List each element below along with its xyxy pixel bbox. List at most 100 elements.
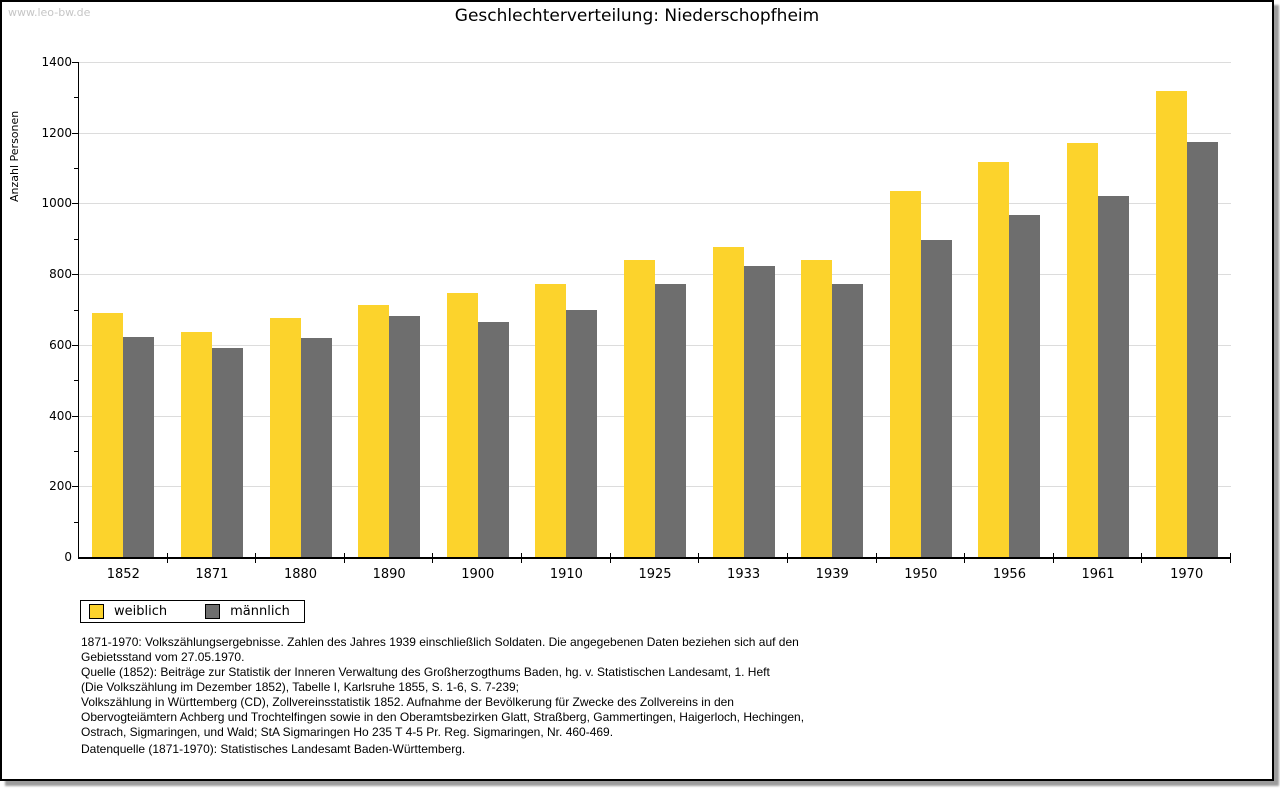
footnote-line-1: 1871-1970: Volkszählungsergebnisse. Zahl…: [81, 635, 799, 649]
footnote-line-4: (Die Volkszählung im Dezember 1852), Tab…: [81, 680, 520, 694]
legend-item-weiblich: weiblich: [89, 604, 167, 619]
bar-weiblich-1852: [92, 313, 124, 557]
x-boundary-tick-7: [698, 553, 700, 563]
x-tick-label-1871: 1871: [195, 567, 229, 582]
x-boundary-tick-1: [166, 553, 168, 563]
bar-group-1925: 1925: [611, 62, 700, 582]
bar-männlich-1939: [832, 284, 864, 557]
bar-pair-1925: [623, 259, 686, 557]
x-tick-label-1925: 1925: [638, 567, 672, 582]
x-tick-label-1956: 1956: [992, 567, 1026, 582]
legend-label-männlich: männlich: [230, 604, 290, 619]
y-axis-tick-labels: 0 200 400 600 800 1000 1200 1400: [2, 55, 72, 564]
footnote-line-2: Gebietsstand vom 27.05.1970.: [81, 650, 245, 664]
y-tick-label-0: 0: [64, 550, 72, 564]
y-minor-tick-500: [74, 380, 78, 382]
legend-swatch-männlich: [205, 604, 221, 619]
bar-weiblich-1950: [889, 191, 921, 557]
datasource-note: Datenquelle (1871-1970): Statistisches L…: [81, 742, 466, 756]
x-boundary-tick-3: [343, 553, 345, 563]
y-minor-tick-300: [74, 450, 78, 452]
y-tick-label-1000: 1000: [41, 196, 72, 211]
gridline-1000: [79, 203, 1231, 205]
x-tick-label-1900: 1900: [461, 567, 495, 582]
bar-weiblich-1910: [535, 284, 567, 557]
plot-area: 1852 1871 1880 1890 1900 1910 1925 1933 1939 1950…: [72, 62, 1231, 582]
bar-pair-1890: [358, 304, 421, 557]
y-major-tick-1400: [72, 62, 78, 63]
y-minor-tick-900: [74, 238, 78, 240]
x-boundary-tick-4: [432, 553, 434, 563]
y-minor-tick-1100: [74, 168, 78, 170]
bar-group-1852: 1852: [79, 62, 168, 582]
bar-pair-1939: [801, 259, 864, 557]
bar-männlich-1950: [920, 239, 952, 557]
bar-weiblich-1939: [801, 259, 833, 557]
bar-group-1956: 1956: [965, 62, 1054, 582]
watermark: www.leo-bw.de: [8, 6, 91, 19]
bar-männlich-1961: [1098, 196, 1130, 557]
x-tick-label-1890: 1890: [372, 567, 406, 582]
bar-group-1970: 1970: [1142, 62, 1231, 582]
bar-männlich-1933: [743, 266, 775, 557]
x-boundary-tick-5: [521, 553, 523, 563]
gridline-800: [79, 274, 1231, 276]
x-tick-label-1852: 1852: [106, 567, 140, 582]
bar-pair-1910: [535, 284, 598, 557]
bar-pair-1900: [446, 293, 509, 557]
x-tick-label-1933: 1933: [727, 567, 761, 582]
y-major-tick-1000: [72, 203, 78, 205]
bar-weiblich-1961: [1067, 143, 1099, 557]
y-minor-tick-100: [74, 521, 78, 523]
bar-group-1900: 1900: [433, 62, 522, 582]
bar-group-1910: 1910: [522, 62, 611, 582]
bar-weiblich-1871: [180, 331, 212, 557]
bar-group-1871: 1871: [168, 62, 257, 582]
y-tick-label-600: 600: [49, 337, 72, 352]
y-major-tick-200: [72, 486, 78, 488]
x-tick-label-1961: 1961: [1081, 567, 1115, 582]
bar-pair-1970: [1155, 91, 1218, 557]
x-boundary-tick-12: [1141, 553, 1143, 563]
footnotes: 1871-1970: Volkszählungsergebnisse. Zahl…: [81, 635, 804, 740]
legend: weiblich männlich: [80, 600, 305, 623]
bar-weiblich-1970: [1155, 91, 1187, 557]
bar-weiblich-1956: [978, 162, 1010, 557]
x-boundary-tick-10: [964, 553, 966, 563]
y-major-tick-400: [72, 415, 78, 417]
x-tick-label-1970: 1970: [1170, 567, 1204, 582]
bar-pair-1956: [978, 162, 1041, 557]
y-tick-label-1400: 1400: [41, 55, 72, 69]
legend-item-männlich: männlich: [205, 604, 290, 619]
bar-männlich-1880: [300, 338, 332, 557]
legend-swatch-weiblich: [89, 604, 104, 619]
bar-pair-1871: [180, 331, 243, 557]
bar-pair-1950: [889, 191, 952, 557]
x-tick-label-1939: 1939: [815, 567, 849, 582]
footnote-line-7: Ostrach, Sigmaringen, und Wald; StA Sigm…: [81, 725, 614, 739]
footnote-line-6: Obervogteiämtern Achberg und Trochtelfin…: [81, 710, 805, 724]
bar-weiblich-1933: [712, 246, 744, 557]
x-boundary-tick-8: [786, 553, 788, 563]
x-boundary-tick-6: [609, 553, 611, 563]
footnote-line-5: Volkszählung in Württemberg (CD), Zollve…: [81, 695, 734, 709]
gridline-1400: [79, 62, 1231, 63]
y-major-tick-1200: [72, 132, 78, 134]
legend-label-weiblich: weiblich: [114, 604, 168, 619]
bar-weiblich-1880: [269, 317, 301, 557]
bar-männlich-1900: [477, 322, 509, 557]
footnote-line-3: Quelle (1852): Beiträge zur Statistik de…: [81, 665, 770, 679]
bar-männlich-1956: [1009, 215, 1041, 557]
y-major-tick-600: [72, 344, 78, 346]
bar-pair-1961: [1067, 143, 1130, 557]
bar-männlich-1925: [654, 284, 686, 557]
x-boundary-tick-2: [255, 553, 257, 563]
y-tick-label-1200: 1200: [41, 125, 72, 140]
bar-weiblich-1890: [358, 304, 390, 557]
y-tick-label-400: 400: [49, 408, 72, 423]
y-tick-label-200: 200: [49, 479, 72, 494]
bar-weiblich-1900: [446, 293, 478, 557]
bar-männlich-1871: [211, 348, 243, 557]
y-tick-label-800: 800: [49, 267, 72, 282]
